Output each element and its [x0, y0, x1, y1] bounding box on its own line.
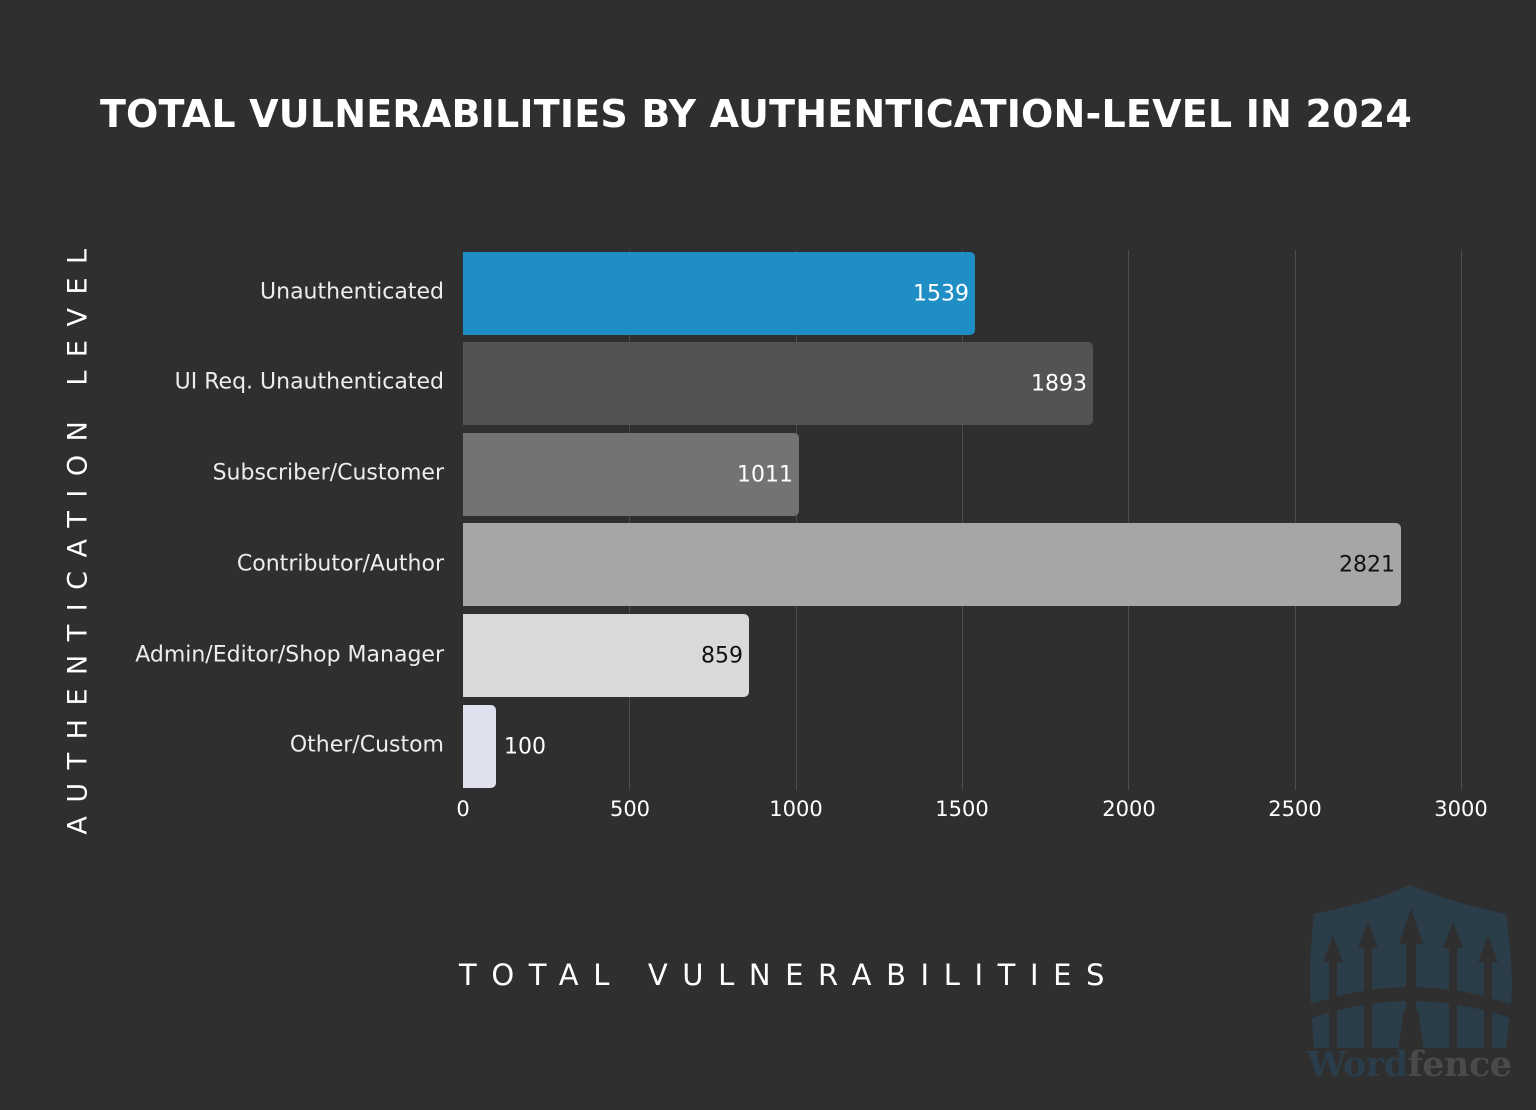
gridline-3000 [1461, 250, 1462, 790]
x-tick: 0 [456, 797, 470, 821]
category-label: Unauthenticated [260, 279, 444, 305]
bar-ui-req-unauthenticated: 1893 [463, 342, 1093, 425]
chart-title: TOTAL VULNERABILITIES BY AUTHENTICATION-… [99, 92, 1413, 136]
gridline-2000 [1128, 250, 1129, 790]
category-label: Subscriber/Customer [212, 460, 444, 486]
bar-subscriber-customer: 1011 [463, 433, 799, 516]
bar-admin-editor-shop-manager: 859 [463, 614, 749, 697]
gridline-1500 [962, 250, 963, 790]
logo-word: Word [1307, 1044, 1408, 1085]
plot-area: 1539 1893 1011 2821 859 100 [463, 250, 1463, 790]
x-tick: 3000 [1434, 797, 1488, 821]
category-label: Contributor/Author [236, 551, 444, 577]
wordfence-shield-icon [1306, 885, 1516, 1050]
bar-value: 100 [504, 734, 546, 759]
category-label: UI Req. Unauthenticated [174, 369, 444, 395]
gridline-500 [629, 250, 630, 790]
category-label: Other/Custom [289, 732, 444, 758]
bar-other-custom: 100 [463, 705, 546, 788]
x-tick: 2500 [1268, 797, 1322, 821]
logo-fence: fence [1407, 1044, 1512, 1085]
bar-value: 859 [701, 643, 743, 668]
x-axis-label: TOTAL VULNERABILITIES [459, 958, 1120, 992]
x-tick: 1000 [769, 797, 823, 821]
gridline-1000 [796, 250, 797, 790]
wordfence-logo-text: Wordfence [1307, 1044, 1512, 1085]
x-tick: 2000 [1102, 797, 1156, 821]
category-label: Admin/Editor/Shop Manager [135, 642, 444, 668]
bar-value: 1011 [737, 462, 793, 487]
x-tick: 500 [609, 797, 651, 821]
y-axis-label: AUTHENTICATION LEVEL [62, 235, 94, 835]
gridline-2500 [1295, 250, 1296, 790]
bar-unauthenticated: 1539 [463, 252, 975, 335]
bar-value: 1539 [913, 281, 969, 306]
x-tick: 1500 [935, 797, 989, 821]
bar-value: 1893 [1031, 371, 1087, 396]
bar-value: 2821 [1339, 552, 1395, 577]
bar-contributor-author: 2821 [463, 523, 1401, 606]
